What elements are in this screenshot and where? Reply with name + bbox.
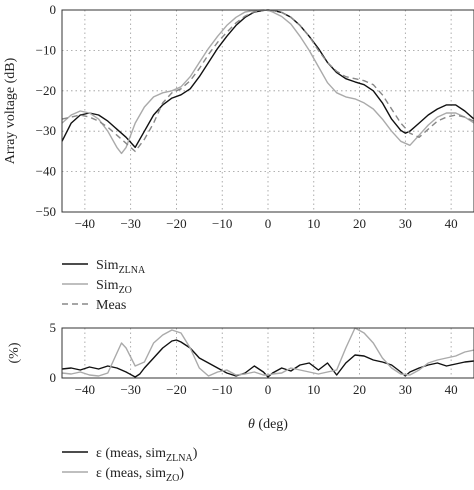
top-x-tick-label: −40 [75,216,95,231]
top-x-tick-label: 10 [307,216,320,231]
bottom-tick-labels: 0 5 −40 −30 −20 −10 0 10 20 30 40 [50,320,458,397]
bottom-series-lines [61,327,474,378]
legend-name: ε (meas, sim [96,446,166,461]
bottom-legend-label-0: ε (meas, simZLNA) [96,446,198,464]
legend-name: Sim [96,258,119,273]
legend-subscript: ZO [166,473,179,484]
bottom-x-tick-label: 20 [353,382,366,397]
legend-name: ε (meas, sim [96,466,166,481]
top-y-tick-label: −40 [36,164,56,179]
x-axis-unit: (deg) [255,417,288,432]
top-y-tick-label: −20 [36,83,56,98]
top-x-tick-label: −30 [120,216,140,231]
legend-tail: ) [193,446,198,461]
bottom-legend-label-1: ε (meas, simZO) [96,466,184,484]
top-gridlines [62,9,474,213]
bottom-x-tick-label: 10 [307,382,320,397]
top-x-tick-label: 0 [265,216,272,231]
bottom-x-tick-label: −30 [120,382,140,397]
legend-subscript: ZLNA [119,265,146,276]
legend-tail: ) [179,466,184,481]
top-y-tick-label: −10 [36,42,56,57]
top-plot-frame [61,9,474,213]
legend-subscript: ZLNA [166,453,193,464]
top-legend-label-0: SimZLNA [96,258,146,276]
bottom-legend: ε (meas, simZLNA)ε (meas, simZO) [62,446,198,484]
legend-name: Meas [96,298,126,313]
top-tick-labels: 0 −10 −20 −30 −40 −50 −40 −30 −20 −10 0 10 20 30 40 [36,2,458,231]
legend-subscript: ZO [119,285,132,296]
top-y-tick-label: −30 [36,123,56,138]
bottom-series-line-1 [61,327,474,377]
bottom-x-tick-label: −10 [212,382,232,397]
bottom-y-tick-label: 0 [50,370,57,385]
bottom-x-tick-label: 0 [265,382,272,397]
bottom-plot-frame [61,327,474,379]
bottom-x-tick-label: 30 [399,382,412,397]
legend-name: Sim [96,278,119,293]
top-x-tick-label: 20 [353,216,366,231]
top-x-tick-label: −10 [212,216,232,231]
bottom-x-tick-label: −20 [166,382,186,397]
top-legend-label-1: SimZO [96,278,132,296]
top-y-tick-label: −50 [36,204,56,219]
bottom-x-axis-label: θ (deg) [248,417,288,432]
bottom-y-axis-label: (%) [7,342,22,363]
bottom-y-tick-label: 5 [50,320,57,335]
top-y-axis-label: Array voltage (dB) [3,57,18,164]
top-series-line-2 [61,9,474,153]
top-legend-label-2: Meas [96,298,126,313]
top-y-tick-label: 0 [50,2,57,17]
bottom-x-tick-label: 40 [445,382,458,397]
bottom-x-tick-label: −40 [75,382,95,397]
top-x-tick-label: 40 [445,216,458,231]
top-x-tick-label: 30 [399,216,412,231]
top-x-tick-label: −20 [166,216,186,231]
x-axis-symbol: θ [248,417,255,432]
